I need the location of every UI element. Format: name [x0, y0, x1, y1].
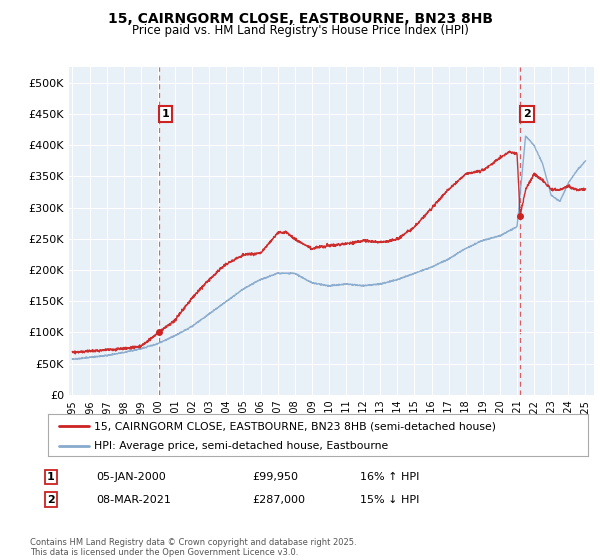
Text: £99,950: £99,950	[252, 472, 298, 482]
Text: 15, CAIRNGORM CLOSE, EASTBOURNE, BN23 8HB: 15, CAIRNGORM CLOSE, EASTBOURNE, BN23 8H…	[107, 12, 493, 26]
Text: Contains HM Land Registry data © Crown copyright and database right 2025.
This d: Contains HM Land Registry data © Crown c…	[30, 538, 356, 557]
Text: 2: 2	[47, 494, 55, 505]
Text: 15, CAIRNGORM CLOSE, EASTBOURNE, BN23 8HB (semi-detached house): 15, CAIRNGORM CLOSE, EASTBOURNE, BN23 8H…	[94, 421, 496, 431]
Text: £287,000: £287,000	[252, 494, 305, 505]
Text: 1: 1	[161, 109, 169, 119]
Text: 05-JAN-2000: 05-JAN-2000	[96, 472, 166, 482]
Text: 08-MAR-2021: 08-MAR-2021	[96, 494, 171, 505]
Text: HPI: Average price, semi-detached house, Eastbourne: HPI: Average price, semi-detached house,…	[94, 441, 388, 451]
Text: 16% ↑ HPI: 16% ↑ HPI	[360, 472, 419, 482]
Text: 2: 2	[523, 109, 531, 119]
Text: Price paid vs. HM Land Registry's House Price Index (HPI): Price paid vs. HM Land Registry's House …	[131, 24, 469, 36]
Text: 1: 1	[47, 472, 55, 482]
Text: 15% ↓ HPI: 15% ↓ HPI	[360, 494, 419, 505]
